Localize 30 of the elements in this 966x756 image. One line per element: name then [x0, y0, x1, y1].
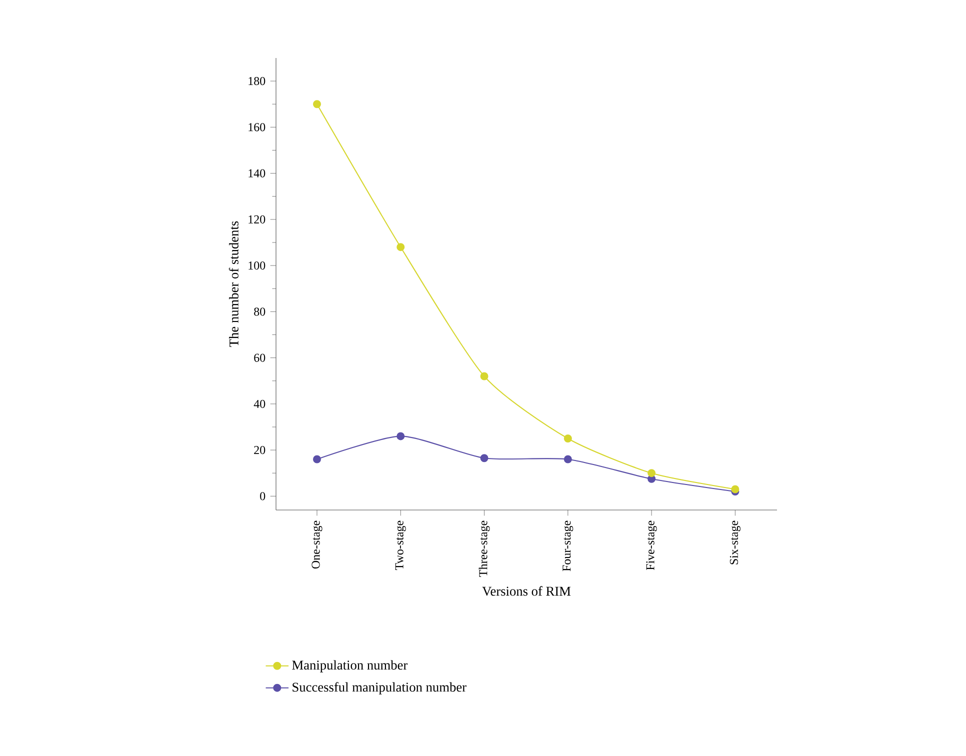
legend-label: Successful manipulation number: [292, 682, 466, 694]
point: [312, 100, 321, 108]
point: [731, 485, 740, 494]
x-tick-label: Two-stage: [395, 520, 406, 570]
y-tick-label: 80: [254, 308, 266, 316]
y-tick-label: 140: [248, 169, 266, 178]
y-tick-label: 60: [254, 354, 266, 362]
y-tick-label: 120: [248, 215, 266, 224]
point: [480, 372, 488, 380]
x-tick-label: Three-stage: [478, 520, 490, 577]
x-axis-title: Versions of RIM: [482, 586, 571, 596]
x-tick-label: Six-stage: [730, 520, 740, 564]
x-tick-label: Five-stage: [646, 520, 657, 570]
y-tick-label: 100: [248, 261, 266, 270]
y-axis-title: The number of students: [228, 221, 238, 347]
y-tick-label: 0: [260, 492, 266, 500]
x-tick-label: Four-stage: [562, 520, 574, 572]
x-tick-label: One-stage: [312, 520, 322, 569]
y-tick-label: 180: [248, 77, 266, 86]
y-tick-label: 40: [254, 400, 266, 408]
legend-label: Manipulation number: [292, 660, 408, 672]
y-tick-label: 160: [248, 123, 266, 132]
point: [564, 455, 572, 464]
point: [396, 243, 405, 252]
point: [564, 434, 572, 443]
point: [648, 469, 656, 478]
point: [396, 432, 405, 440]
point: [312, 455, 321, 464]
point: [480, 454, 488, 462]
y-tick-label: 20: [254, 446, 266, 454]
